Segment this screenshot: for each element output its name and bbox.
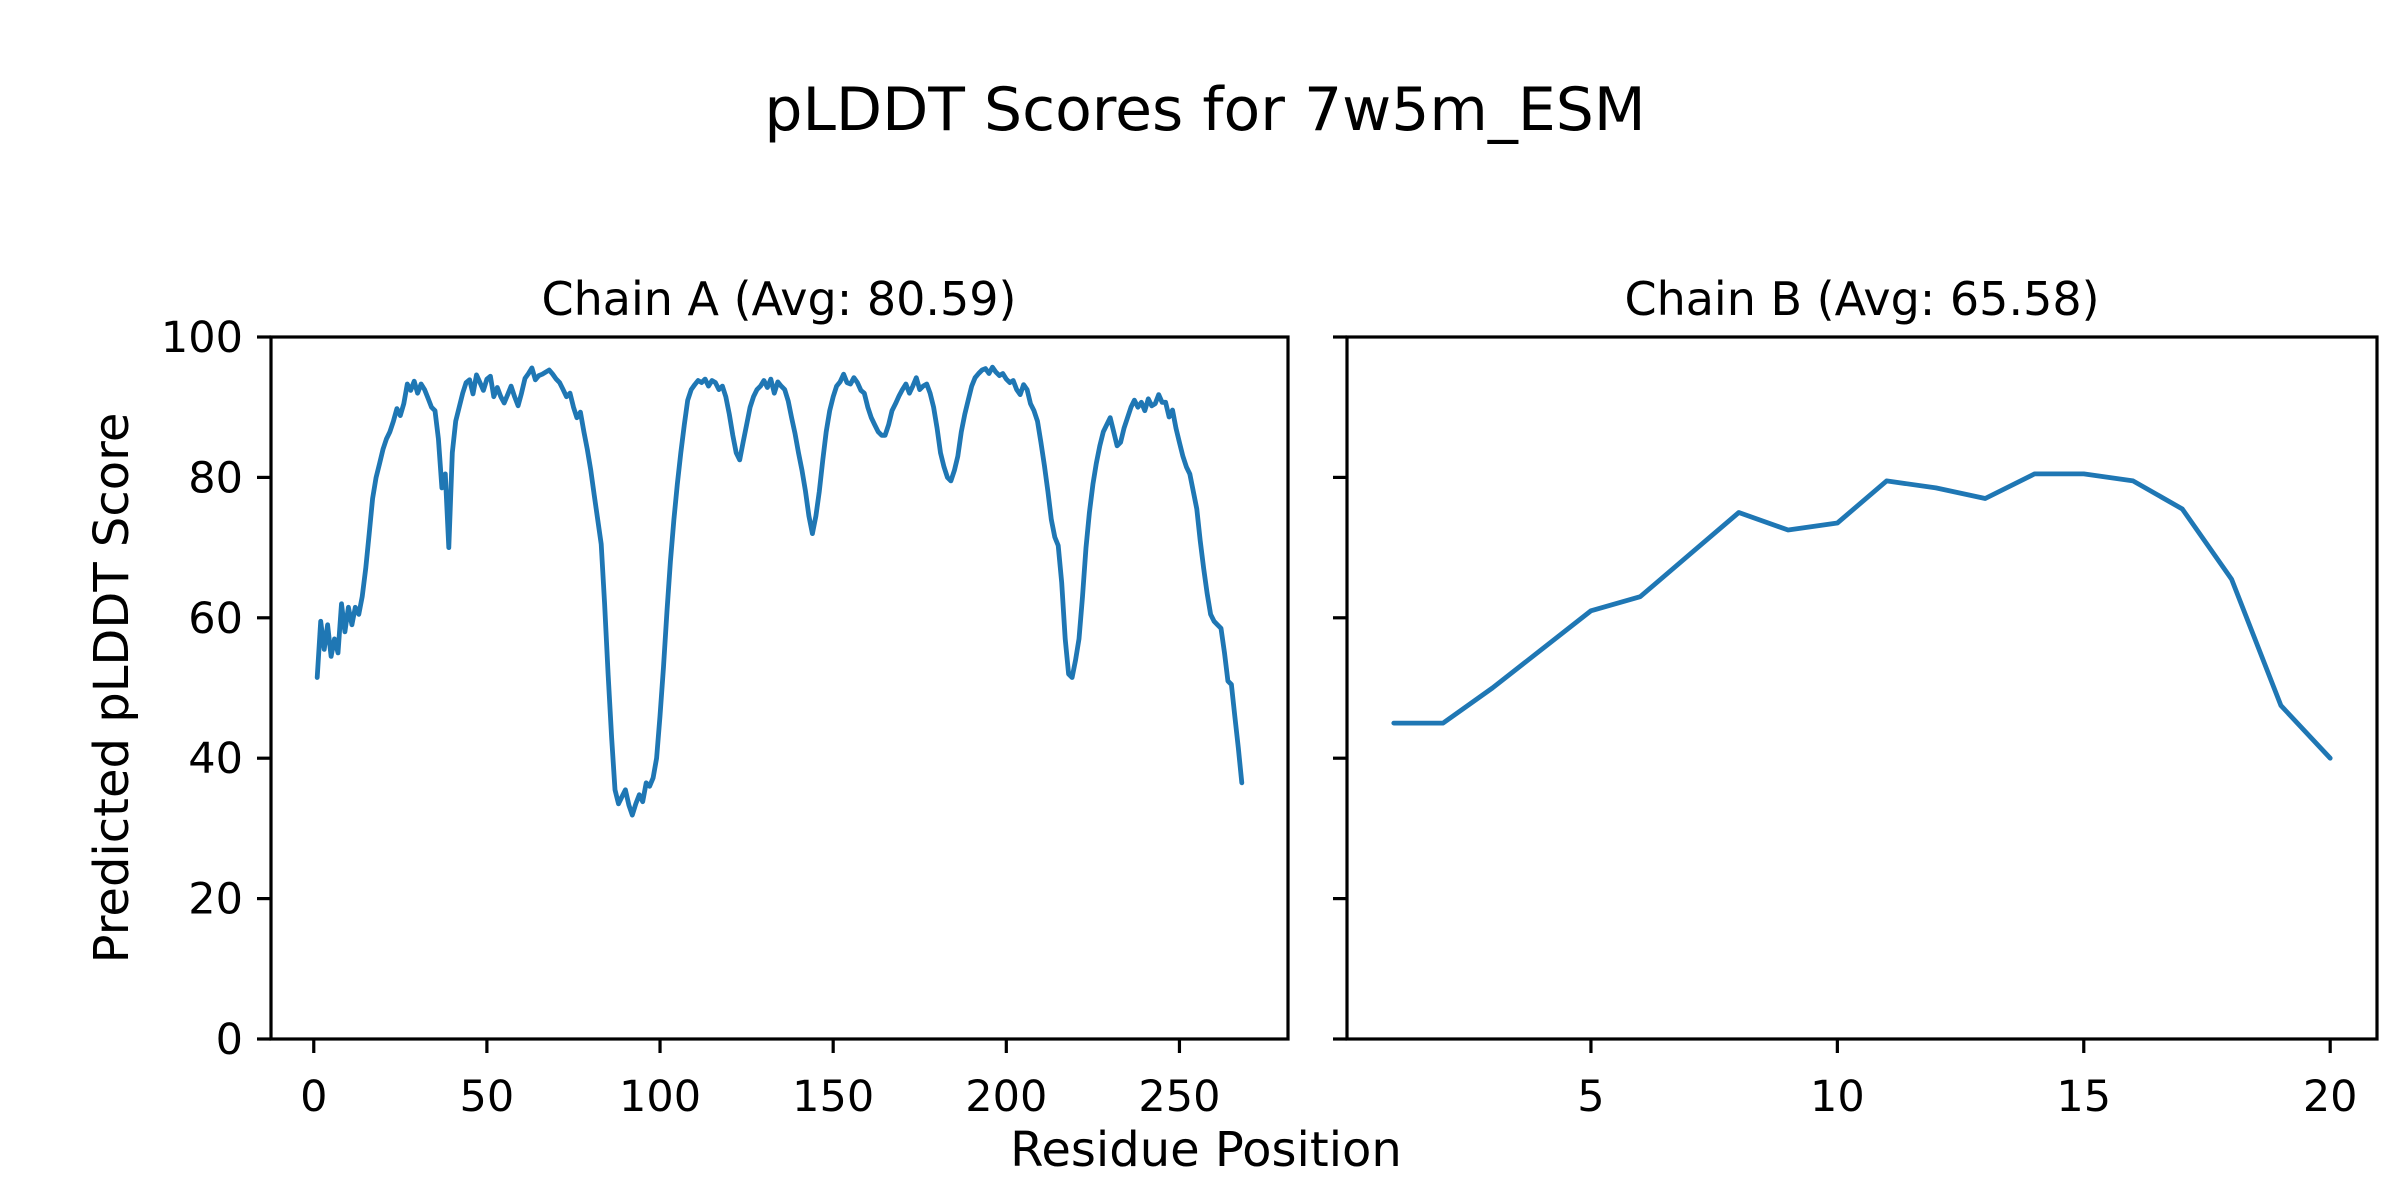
x-tick-label: 100 (619, 1072, 701, 1122)
y-tick-label: 0 (216, 1015, 243, 1065)
y-tick-label: 60 (188, 594, 243, 644)
chain-a-title: Chain A (Avg: 80.59) (541, 272, 1016, 326)
x-tick-label: 15 (2056, 1072, 2111, 1122)
y-tick-label: 20 (188, 875, 243, 925)
axes-frame (1345, 335, 2379, 1041)
y-axis-label: Predicted pLDDT Score (84, 413, 140, 964)
x-tick-label: 50 (460, 1072, 515, 1122)
x-tick-label: 200 (965, 1072, 1047, 1122)
x-tick-label: 20 (2303, 1072, 2358, 1122)
chain-a-plot: 0 50 100 150 200 250 0 20 40 60 80 100 (161, 313, 1290, 1122)
chain-b-title: Chain B (Avg: 65.58) (1624, 272, 2099, 326)
plddt-line (314, 364, 1245, 818)
y-tick-label: 80 (188, 453, 243, 503)
x-tick-label: 10 (1810, 1072, 1865, 1122)
y-tick-label: 100 (161, 313, 243, 363)
plddt-line (1391, 471, 2333, 761)
x-axis-label: Residue Position (1010, 1122, 1402, 1178)
x-tick-label: 5 (1577, 1072, 1604, 1122)
chain-b-plot: 5 10 15 20 (1333, 335, 2379, 1122)
x-tick-label: 150 (792, 1072, 874, 1122)
x-tick-label: 0 (300, 1072, 327, 1122)
x-tick-label: 250 (1138, 1072, 1220, 1122)
figure-title: pLDDT Scores for 7w5m_ESM (764, 75, 1645, 145)
y-tick-label: 40 (188, 734, 243, 784)
axes-frame (269, 335, 1290, 1041)
